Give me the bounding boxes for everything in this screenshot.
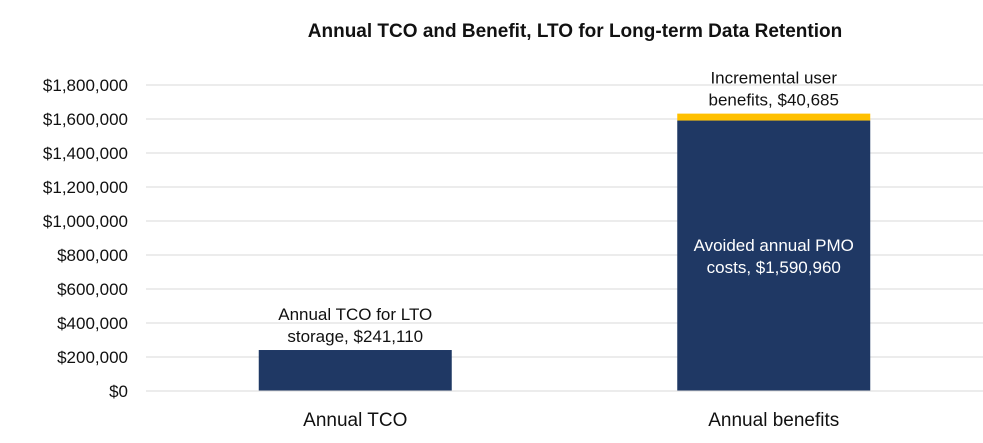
- y-tick-label: $800,000: [57, 246, 128, 265]
- y-tick-label: $1,800,000: [43, 76, 128, 95]
- y-tick-label: $200,000: [57, 348, 128, 367]
- data-labels: Annual TCO for LTO storage, $241,110 Avoid…: [278, 69, 854, 346]
- data-label: Avoided annual PMO: [694, 236, 854, 255]
- bar-segment: [677, 120, 871, 391]
- x-category-label: Annual benefits: [708, 410, 839, 431]
- x-axis-categories: Annual TCO Annual benefits: [303, 410, 839, 431]
- data-label: Annual TCO for LTO: [278, 305, 432, 324]
- gridlines: [146, 84, 983, 358]
- y-tick-label: $600,000: [57, 280, 128, 299]
- x-category-label: Annual TCO: [303, 410, 407, 431]
- chart-title: Annual TCO and Benefit, LTO for Long-ter…: [308, 21, 842, 42]
- y-tick-label: $1,000,000: [43, 212, 128, 231]
- y-tick-label: $1,200,000: [43, 178, 128, 197]
- data-label: storage, $241,110: [287, 327, 423, 346]
- bars: [258, 113, 871, 391]
- bar-segment: [258, 350, 452, 391]
- y-tick-label: $400,000: [57, 314, 128, 333]
- data-label: costs, $1,590,960: [707, 258, 841, 277]
- y-tick-label: $1,600,000: [43, 110, 128, 129]
- bar-segment: [677, 113, 871, 121]
- y-tick-label: $0: [109, 382, 128, 401]
- data-label: Incremental user: [710, 69, 837, 88]
- y-axis-ticks: $0 $200,000 $400,000 $600,000 $800,000 $1,000…: [43, 76, 128, 401]
- data-label: benefits, $40,685: [709, 91, 839, 110]
- y-tick-label: $1,400,000: [43, 144, 128, 163]
